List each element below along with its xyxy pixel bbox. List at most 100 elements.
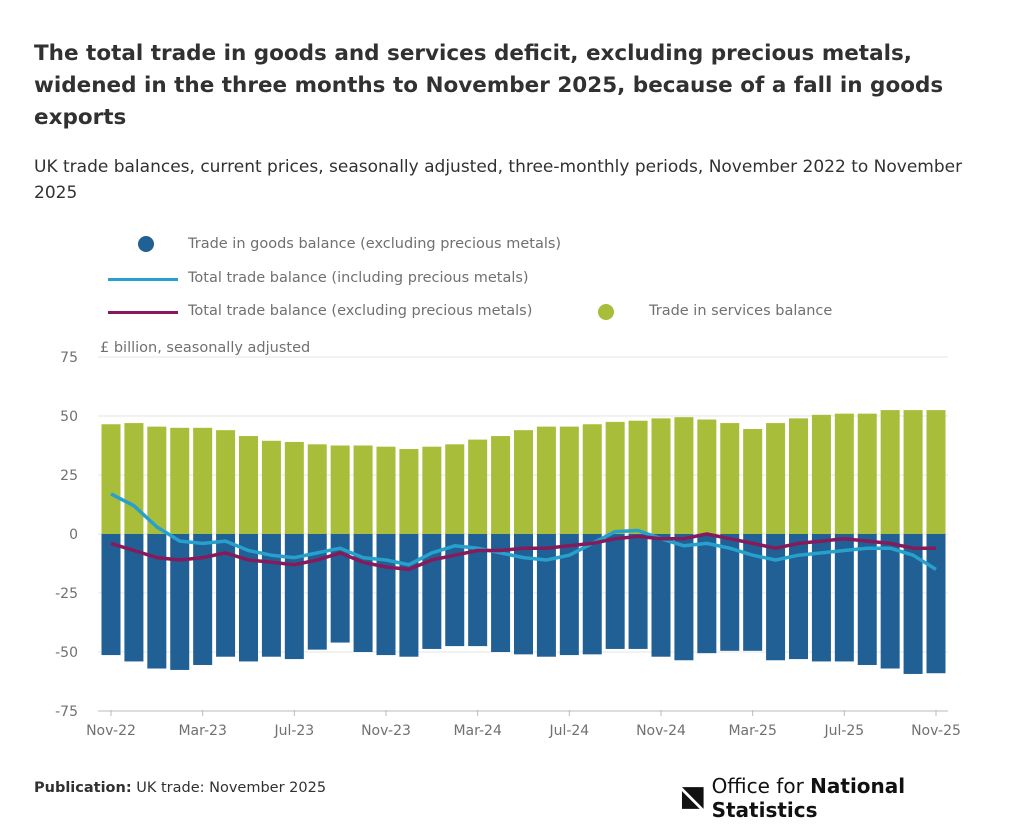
services-bar [124, 423, 144, 534]
services-bar [811, 414, 831, 534]
x-tick-label: Nov-23 [361, 723, 411, 739]
services-bar [399, 449, 419, 534]
services-bar [766, 423, 786, 534]
goods-bar [193, 534, 213, 665]
services-bar [353, 445, 373, 534]
services-bar [674, 417, 694, 534]
goods-bar [124, 534, 144, 662]
goods-bar [353, 534, 373, 652]
services-bar [697, 419, 717, 534]
goods-bar [857, 534, 877, 665]
y-tick-label: 50 [60, 409, 78, 425]
services-bar [376, 446, 396, 534]
goods-bar [101, 534, 121, 656]
services-bar [628, 420, 648, 534]
services-bar [193, 427, 213, 534]
y-tick-label: -75 [55, 704, 78, 720]
legend-total-excl-label: Total trade balance (excluding precious … [188, 303, 533, 319]
goods-bar [284, 534, 304, 660]
goods-bar [261, 534, 281, 657]
services-bar [536, 426, 556, 534]
goods-bar [880, 534, 900, 669]
y-axis-label: £ billion, seasonally adjusted [100, 340, 310, 356]
services-bar [239, 436, 258, 534]
goods-bar [559, 534, 579, 656]
goods-bar [536, 534, 556, 657]
services-bar [880, 410, 900, 534]
chart-title: The total trade in goods and services de… [34, 41, 944, 130]
x-tick-label: Jul-24 [548, 723, 589, 739]
services-bar [857, 413, 877, 534]
services-bar [582, 424, 602, 534]
services-bar [422, 446, 442, 534]
goods-bar [651, 534, 671, 657]
goods-bar [399, 534, 419, 657]
legend-total-excl-marker [108, 311, 178, 314]
goods-bar [468, 534, 488, 647]
goods-bar [307, 534, 327, 650]
goods-bar [239, 534, 258, 662]
goods-bar [789, 534, 808, 660]
services-bar [468, 439, 488, 534]
legend-total-incl-marker [108, 278, 178, 281]
services-bar [216, 430, 236, 534]
x-tick-label: Jul-25 [823, 723, 864, 739]
total-incl-line [110, 492, 937, 571]
services-bar [514, 430, 533, 534]
services-bar [147, 426, 167, 534]
services-bar [789, 418, 808, 534]
services-bar [720, 423, 740, 534]
x-tick-label: Mar-24 [453, 723, 501, 739]
ons-logo-icon [681, 787, 704, 809]
goods-bar [605, 534, 625, 649]
services-bar [743, 428, 763, 534]
goods-bar [674, 534, 694, 661]
services-bar [170, 427, 190, 534]
footer: Publication: UK trade: November 2025 [34, 780, 326, 796]
services-bar [651, 418, 671, 534]
x-tick-label: Nov-25 [911, 723, 961, 739]
services-bar [491, 436, 511, 534]
y-tick-label: 0 [69, 527, 78, 543]
services-bar [605, 421, 625, 534]
services-bar [307, 444, 327, 534]
goods-bar [766, 534, 786, 661]
logo-text-light: Office for [711, 774, 811, 798]
services-bar [926, 410, 946, 534]
services-bar [330, 445, 350, 534]
goods-bar [743, 534, 763, 651]
services-bar [284, 441, 304, 534]
legend-services-marker [598, 304, 614, 320]
y-tick-label: 25 [60, 468, 78, 484]
services-bar [903, 410, 923, 534]
logo-text-bold: National Statistics [711, 774, 906, 822]
services-bar [445, 444, 465, 534]
goods-bar [720, 534, 740, 651]
services-bar [559, 426, 579, 534]
services-bar [261, 440, 281, 534]
goods-bar [834, 534, 854, 662]
goods-bar [376, 534, 396, 656]
footer-publication: UK trade: November 2025 [136, 780, 327, 796]
y-tick-label: 75 [60, 350, 78, 366]
goods-bar [445, 534, 465, 647]
x-tick-label: Nov-22 [86, 723, 136, 739]
goods-bar [147, 534, 167, 669]
goods-bar [697, 534, 717, 654]
x-tick-label: Nov-24 [636, 723, 686, 739]
goods-bar [811, 534, 831, 662]
total-excl-line [110, 532, 936, 572]
goods-bar [628, 534, 648, 649]
ons-logo: Office for National Statistics [680, 774, 1013, 822]
goods-bar [514, 534, 533, 655]
goods-bar [170, 534, 190, 670]
x-tick-label: Mar-23 [178, 723, 226, 739]
goods-bar [491, 534, 511, 652]
services-bar [101, 424, 121, 534]
legend-total-incl-label: Total trade balance (including precious … [188, 270, 529, 286]
goods-bar [903, 534, 923, 674]
legend-goods-label: Trade in goods balance (excluding precio… [188, 236, 562, 252]
services-bar [834, 413, 854, 534]
goods-bar [216, 534, 236, 657]
goods-bar [330, 534, 350, 643]
